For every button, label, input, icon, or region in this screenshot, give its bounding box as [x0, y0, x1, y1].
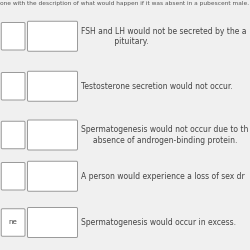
- Text: A person would experience a loss of sex dr: A person would experience a loss of sex …: [81, 172, 245, 181]
- Text: FSH and LH would not be secreted by the a
              pituitary.: FSH and LH would not be secreted by the …: [81, 26, 247, 46]
- FancyBboxPatch shape: [1, 209, 25, 236]
- Text: Testosterone secretion would not occur.: Testosterone secretion would not occur.: [81, 82, 233, 91]
- FancyBboxPatch shape: [28, 208, 78, 238]
- FancyBboxPatch shape: [28, 120, 78, 150]
- FancyBboxPatch shape: [1, 72, 25, 100]
- FancyBboxPatch shape: [28, 71, 78, 101]
- Text: Spermatogenesis would occur in excess.: Spermatogenesis would occur in excess.: [81, 218, 236, 227]
- FancyBboxPatch shape: [28, 21, 78, 51]
- Text: Spermatogenesis would not occur due to th
     absence of androgen-binding prote: Spermatogenesis would not occur due to t…: [81, 125, 248, 145]
- FancyBboxPatch shape: [1, 121, 25, 149]
- FancyBboxPatch shape: [28, 161, 78, 191]
- Text: one with the description of what would happen if it was absent in a pubescent ma: one with the description of what would h…: [0, 1, 250, 6]
- FancyBboxPatch shape: [1, 162, 25, 190]
- FancyBboxPatch shape: [1, 22, 25, 50]
- Text: ne: ne: [9, 220, 18, 226]
